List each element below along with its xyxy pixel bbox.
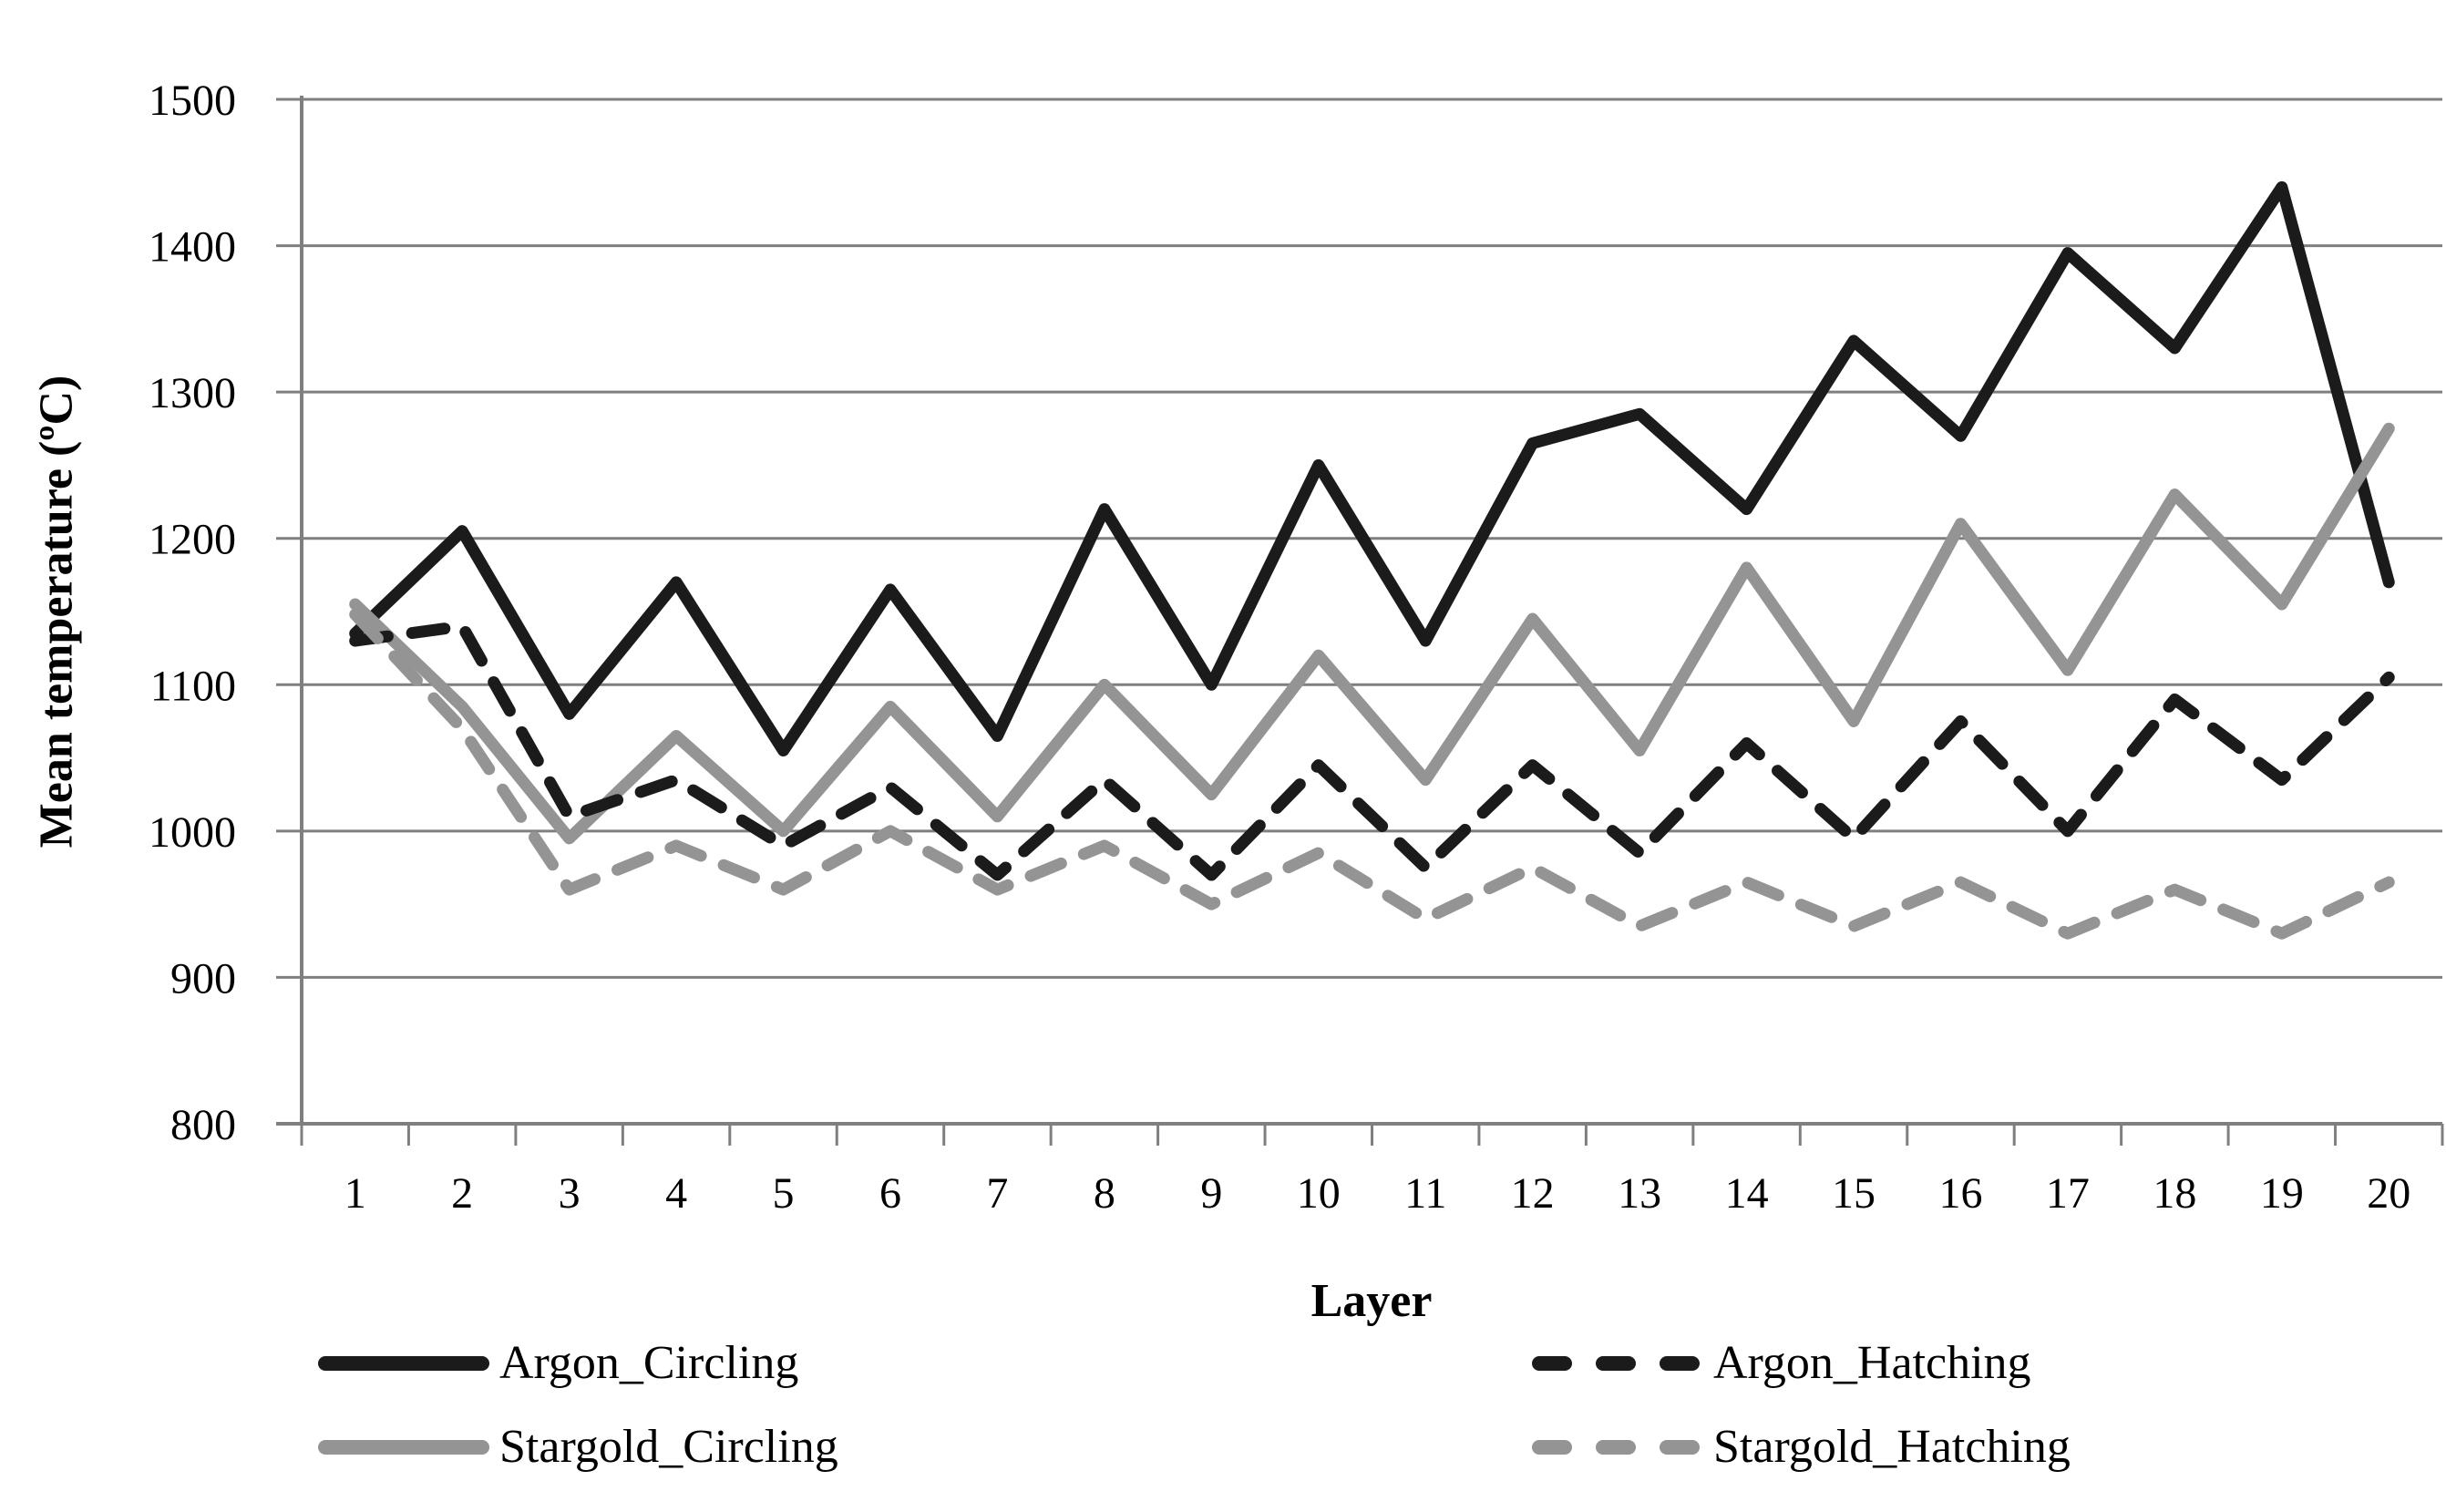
x-tick-label: 18 bbox=[2153, 1169, 2196, 1218]
series-line-Stargold_Circling bbox=[349, 422, 2395, 845]
x-tick-label: 11 bbox=[1404, 1169, 1446, 1218]
x-tick-label: 14 bbox=[1725, 1169, 1769, 1218]
series-line-Argon_Circling bbox=[349, 180, 2395, 757]
series-line-Stargold_Hatching bbox=[349, 608, 2395, 940]
y-axis-title: Mean temperature (ºC) bbox=[30, 375, 83, 849]
x-axis-title: Layer bbox=[1310, 1275, 1433, 1327]
x-tick-label: 9 bbox=[1200, 1169, 1222, 1218]
x-tick-label: 12 bbox=[1511, 1169, 1555, 1218]
x-tick-label: 8 bbox=[1094, 1169, 1115, 1218]
legend-swatch-dashed bbox=[1532, 1356, 1703, 1371]
y-tick-label: 1200 bbox=[149, 516, 236, 564]
x-tick-label: 2 bbox=[451, 1169, 473, 1218]
x-tick-label: 5 bbox=[773, 1169, 795, 1218]
y-tick-label: 1100 bbox=[150, 662, 236, 710]
y-tick-label: 1400 bbox=[149, 223, 236, 272]
legend-label: Stargold_Hatching bbox=[1713, 1421, 2071, 1473]
series-line-Argon_Hatching bbox=[349, 620, 2395, 881]
legend-item-Argon_Hatching: Argon_Hatching bbox=[1531, 1331, 2031, 1396]
x-tick-label: 6 bbox=[879, 1169, 901, 1218]
legend-swatch-solid bbox=[318, 1440, 489, 1455]
x-tick-label: 13 bbox=[1618, 1169, 1661, 1218]
x-tick-label: 1 bbox=[344, 1169, 366, 1218]
y-tick-label: 800 bbox=[170, 1101, 236, 1149]
y-tick-label: 900 bbox=[170, 954, 236, 1003]
legend-item-Stargold_Circling: Stargold_Circling bbox=[317, 1414, 838, 1480]
x-tick-label: 3 bbox=[559, 1169, 581, 1218]
x-tick-label: 4 bbox=[665, 1169, 687, 1218]
legend-item-Stargold_Hatching: Stargold_Hatching bbox=[1531, 1414, 2071, 1480]
x-tick-label: 15 bbox=[1832, 1169, 1876, 1218]
legend-swatch-dashed bbox=[1532, 1440, 1703, 1455]
legend-swatch-solid bbox=[318, 1356, 489, 1371]
legend-label: Argon_Hatching bbox=[1713, 1337, 2031, 1389]
x-tick-label: 17 bbox=[2046, 1169, 2090, 1218]
y-tick-label: 1000 bbox=[149, 808, 236, 857]
y-tick-label: 1500 bbox=[149, 77, 236, 125]
legend-item-Argon_Circling: Argon_Circling bbox=[317, 1331, 798, 1396]
legend-label: Argon_Circling bbox=[499, 1337, 799, 1389]
x-tick-label: 19 bbox=[2260, 1169, 2304, 1218]
x-tick-label: 16 bbox=[1938, 1169, 1982, 1218]
y-tick-label: 1300 bbox=[149, 369, 236, 417]
x-tick-label: 7 bbox=[986, 1169, 1008, 1218]
x-tick-label: 10 bbox=[1297, 1169, 1341, 1218]
legend-label: Stargold_Circling bbox=[499, 1421, 838, 1473]
x-tick-label: 20 bbox=[2367, 1169, 2410, 1218]
